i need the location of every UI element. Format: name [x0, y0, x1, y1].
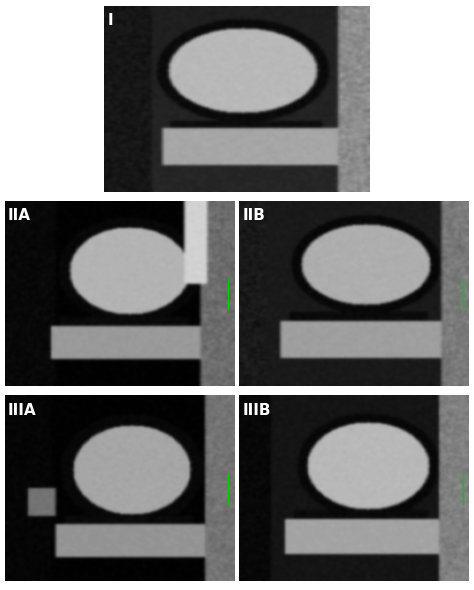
Text: IIIA: IIIA: [8, 403, 36, 418]
Text: I: I: [108, 14, 113, 28]
Text: IIB: IIB: [242, 208, 265, 223]
Text: IIA: IIA: [8, 208, 30, 223]
Text: IIIB: IIIB: [242, 403, 271, 418]
